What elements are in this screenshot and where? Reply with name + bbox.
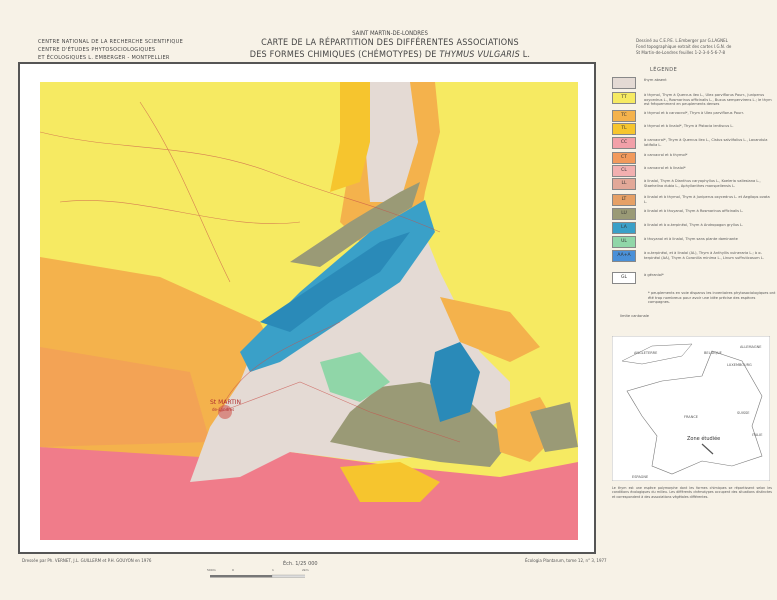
zone-lu-north xyxy=(290,182,420,267)
zone-absent-north xyxy=(360,82,418,202)
legend-description: à linalol et à thymol, Thym à Juniperus … xyxy=(644,195,770,204)
institution-line: CENTRE D'ÉTUDES PHYTOSOCIOLOGIQUES xyxy=(38,47,156,53)
zone-cc xyxy=(40,447,215,540)
legend-item: CT à carvacrol et à thymol* xyxy=(612,152,772,164)
institution-line: CENTRE NATIONAL DE LA RECHERCHE SCIENTIF… xyxy=(38,39,184,45)
place-name: SAINT MARTIN-DE-LONDRES xyxy=(352,30,428,37)
legend-description: à thymol, Thym à Quercus ilex L., Ulex p… xyxy=(644,93,772,106)
legend-item: CL à carvacrol et à linalol* xyxy=(612,165,772,177)
legend-swatch: UL xyxy=(612,236,636,248)
legend-description: à carvacrol*, Thym à Quercus ilex L., Ci… xyxy=(644,138,768,147)
legend-swatch: CT xyxy=(612,152,636,164)
legend-item: LA à linalol et à α-terpinéol, Thym à And… xyxy=(612,222,772,234)
legend-footnote: * peuplements en voie disparus les inven… xyxy=(648,291,776,304)
legend-description: à géraniol* xyxy=(644,273,664,277)
inset-label: ANGLETERRE xyxy=(634,351,657,355)
drawn-by: Dressée par Ph. VERNET, J.L. GUILLERM et… xyxy=(22,558,152,563)
legend-description: à linalol, Thym à Dianthus caryophyllus … xyxy=(644,179,761,188)
legend-item: LT à linalol et à thymol, Thym à Juniperu… xyxy=(612,194,772,206)
town-marker xyxy=(218,405,232,419)
credit-line: St Martin-de-Londres feuilles 1-2-3-4-5-… xyxy=(636,50,726,55)
credit-line: Dessiné au C.E.P.E. L.Emberger par G.LAG… xyxy=(636,38,728,43)
legend-swatch: AA+A xyxy=(612,250,636,262)
title-block: SAINT MARTIN-DE-LONDRES CARTE DE LA RÉPA… xyxy=(200,30,580,61)
scale-tick: 0 xyxy=(232,568,234,572)
legend-item: CC à carvacrol*, Thym à Quercus ilex L., … xyxy=(612,137,772,149)
town-sublabel: de-Londres xyxy=(212,407,234,412)
zone-tl-north xyxy=(330,82,370,192)
legend-item: TL à thymol et à linalol*, Thym à Pistaci… xyxy=(612,123,772,135)
zone-label: Zone étudiée xyxy=(687,435,720,442)
zone-lu-east xyxy=(530,402,578,452)
roads xyxy=(40,101,461,443)
scale-tick: 1 xyxy=(272,568,274,572)
legend-description: thym absent xyxy=(644,78,667,82)
legend-description: à thymol et à linalol*, Thym à Pistacia … xyxy=(644,124,734,128)
credit-block: Dessiné au C.E.P.E. L.Emberger par G.LAG… xyxy=(636,38,731,56)
inset-label: ESPAGNE xyxy=(632,475,648,479)
legend-item: UL à thuyanol et à linalol, Thym sans pla… xyxy=(612,236,772,248)
title-line-2: DES FORMES CHIMIQUES (CHÉMOTYPES) DE THY… xyxy=(200,49,580,61)
legend-swatch: TT xyxy=(612,92,636,104)
legend-item: TT à thymol, Thym à Quercus ilex L., Ulex… xyxy=(612,92,772,107)
legend-item: AA+A à α-terpinéol, et à linalol (AL), Th… xyxy=(612,250,772,262)
legend-swatch: TC xyxy=(612,110,636,122)
legend-swatch: LT xyxy=(612,194,636,206)
legend-swatch: CC xyxy=(612,137,636,149)
inset-label: LUXEMBOURG xyxy=(727,363,752,367)
legend-description: à linalol et à α-terpinéol, Thym à Andro… xyxy=(644,223,744,227)
title-prefix: DES FORMES CHIMIQUES (CHÉMOTYPES) DE xyxy=(249,50,440,60)
legend-boundary: limite cantonale xyxy=(620,314,650,318)
town-label: St MARTIN xyxy=(210,399,241,406)
description-text: Le thym est une espèce polymorphe dont l… xyxy=(612,486,772,499)
inset-label: ITALIE xyxy=(752,433,763,437)
inset-label: SUISSE xyxy=(737,411,749,415)
scale-label: Éch. 1/25 000 xyxy=(283,561,318,567)
legend-swatch: LA xyxy=(612,222,636,234)
legend-swatch: CL xyxy=(612,165,636,177)
zone-la-dark xyxy=(260,232,410,332)
scale-tick: 500m xyxy=(207,568,216,572)
scale-tick: 2km xyxy=(302,568,309,572)
legend-description: à α-terpinéol, et à linalol (AL), Thym à… xyxy=(644,251,764,260)
title-line-1: CARTE DE LA RÉPARTITION DES DIFFÉRENTES … xyxy=(261,38,519,48)
legend-description: à thuyanol et à linalol, Thym sans plant… xyxy=(644,237,738,241)
legend-swatch xyxy=(612,77,636,89)
scale-bar xyxy=(210,574,305,578)
legend-description: à thymol et à carvacrol*, Thym à Ulex pa… xyxy=(644,111,744,115)
legend-description: à carvacrol et à thymol* xyxy=(644,153,688,157)
zone-la-east xyxy=(430,342,480,422)
inset-label: ALLEMAGNE xyxy=(740,345,761,349)
vegetation-map: St MARTIN de-Londres xyxy=(40,82,578,540)
legend-item: thym absent xyxy=(612,77,772,89)
legend-swatch: GL xyxy=(612,272,636,284)
zone-lt xyxy=(340,462,440,502)
location-inset-map: ANGLETERRE BELGIQUE ALLEMAGNE LUXEMBOURG… xyxy=(612,336,770,481)
credit-line: Fond topographique extrait des cartes I.… xyxy=(636,44,732,49)
publication: Écologia Plantarum, tome 12, n° 3, 1977 xyxy=(525,558,607,563)
legend-swatch: TL xyxy=(612,123,636,135)
legend-item: GL à géraniol* xyxy=(612,272,772,284)
legend-item: TC à thymol et à carvacrol*, Thym à Ulex … xyxy=(612,110,772,122)
legend-item: LL à linalol, Thym à Dianthus caryophyllu… xyxy=(612,178,772,190)
institution-line: ET ÉCOLOGIQUES L. EMBERGER - MONTPELLIER xyxy=(38,55,170,61)
title-suffix: L. xyxy=(519,50,531,60)
legend-description: à linalol et à thuyanol, Thym à Rosmarin… xyxy=(644,209,744,213)
inset-label: BELGIQUE xyxy=(704,351,722,355)
inset-label: FRANCE xyxy=(684,415,698,419)
legend-swatch: LU xyxy=(612,208,636,220)
zone-ct xyxy=(40,347,210,447)
legend-title: LÉGENDE xyxy=(650,67,678,73)
legend-swatch: LL xyxy=(612,178,636,190)
legend-item: LU à linalol et à thuyanol, Thym à Rosmar… xyxy=(612,208,772,220)
zone-ul xyxy=(320,352,390,402)
zone-tc-east xyxy=(440,297,540,362)
institution-block: CENTRE NATIONAL DE LA RECHERCHE SCIENTIF… xyxy=(38,38,183,62)
species-name: THYMUS VULGARIS xyxy=(439,50,520,60)
legend-description: à carvacrol et à linalol* xyxy=(644,166,686,170)
